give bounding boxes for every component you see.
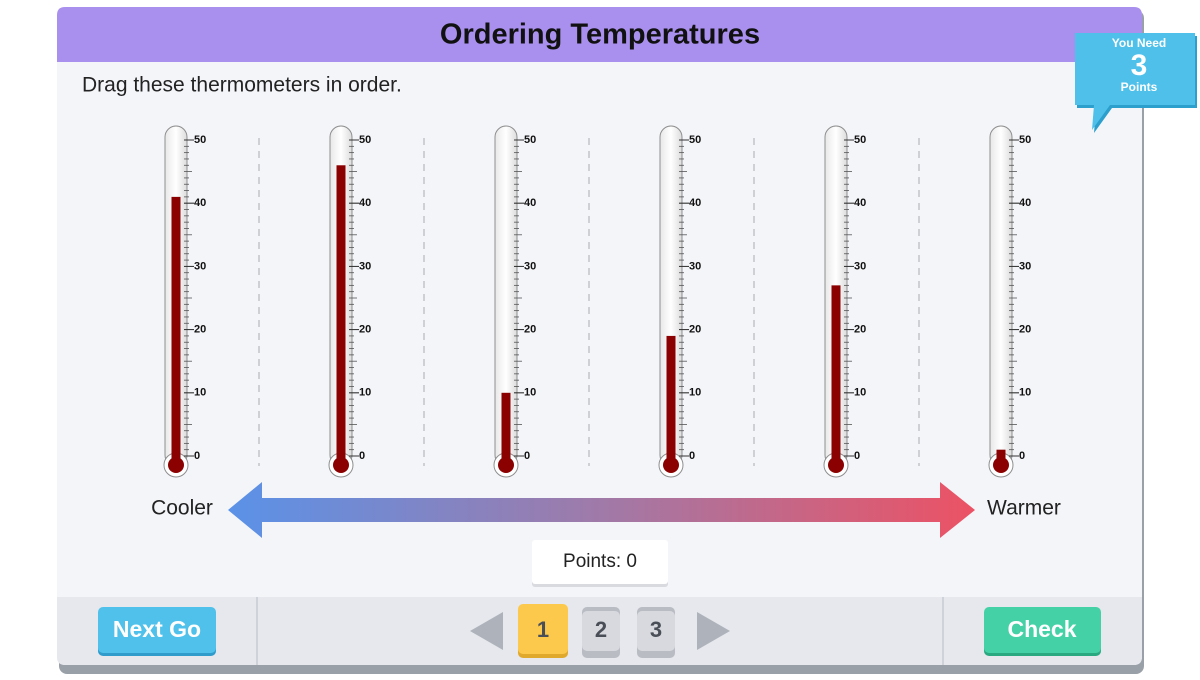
tick-label: 50 (524, 134, 536, 146)
mercury (336, 165, 346, 466)
badge-number: 3 (1131, 49, 1148, 82)
page-label[interactable]: 1 (537, 617, 549, 642)
page-face[interactable] (518, 604, 568, 654)
temperature-arrow (228, 482, 975, 538)
tick-label: 20 (524, 324, 536, 336)
thermometer[interactable]: 0 10 20 30 40 50 (658, 125, 701, 478)
button-face[interactable] (98, 607, 216, 653)
thermometers: 0 10 20 30 40 50 0 10 20 30 40 50 0 10 20 30 40 50 0 10 20 30… (163, 125, 1031, 478)
tick-label: 20 (689, 324, 701, 336)
thermometer[interactable]: 0 10 20 30 40 50 (328, 125, 371, 478)
tick-label: 0 (854, 450, 860, 462)
thermometer[interactable]: 0 10 20 30 40 50 (493, 125, 536, 478)
tick-label: 30 (689, 260, 701, 272)
cooler-label: Cooler (151, 497, 213, 520)
points-label: Points: 0 (563, 551, 637, 572)
tick-label: 0 (194, 450, 200, 462)
bulb (828, 457, 844, 473)
badge-shape (1075, 33, 1195, 130)
mercury (171, 196, 181, 466)
tick-label: 50 (359, 134, 371, 146)
tick-label: 10 (359, 387, 371, 399)
tick-label: 10 (854, 387, 866, 399)
bulb (993, 457, 1009, 473)
button-label[interactable]: Next Go (113, 616, 201, 642)
tick-label: 0 (524, 450, 530, 462)
instruction: Drag these thermometers in order. (82, 74, 402, 97)
next-arrow[interactable] (697, 612, 730, 650)
tube (989, 125, 1013, 467)
tick-label: 30 (194, 260, 206, 272)
page-button[interactable]: 3 (637, 607, 675, 658)
button-label[interactable]: Check (1007, 616, 1076, 642)
points-box (532, 540, 668, 584)
mercury (666, 335, 676, 466)
mercury (831, 285, 841, 466)
thermometer[interactable]: 0 10 20 30 40 50 (163, 125, 206, 478)
mercury (501, 392, 511, 466)
tick-label: 40 (689, 197, 701, 209)
badge-bottom: Points (1121, 80, 1158, 94)
tick-label: 30 (359, 260, 371, 272)
page-button[interactable]: 2 (582, 607, 620, 658)
page-face[interactable] (637, 611, 675, 651)
tick-label: 10 (194, 387, 206, 399)
warmer-label: Warmer (987, 497, 1061, 520)
tick-label: 0 (689, 450, 695, 462)
prev-arrow[interactable] (470, 612, 503, 650)
tick-label: 10 (524, 387, 536, 399)
bulb (333, 457, 349, 473)
tick-label: 50 (689, 134, 701, 146)
tick-label: 40 (359, 197, 371, 209)
tick-label: 40 (1019, 197, 1031, 209)
bulb (498, 457, 514, 473)
button-face[interactable] (984, 607, 1101, 653)
page-button[interactable]: 1 (518, 604, 568, 658)
thermometer[interactable]: 0 10 20 30 40 50 (988, 125, 1031, 478)
badge: You Need 3 Points (1075, 33, 1197, 133)
tick-label: 10 (689, 387, 701, 399)
tick-label: 0 (359, 450, 365, 462)
page-buttons: 1 2 3 (518, 604, 675, 658)
tick-label: 10 (1019, 387, 1031, 399)
tick-label: 30 (524, 260, 536, 272)
tick-label: 30 (1019, 260, 1031, 272)
tick-label: 20 (1019, 324, 1031, 336)
tick-label: 20 (359, 324, 371, 336)
tick-label: 50 (1019, 134, 1031, 146)
bulb (663, 457, 679, 473)
tick-label: 0 (1019, 450, 1025, 462)
check-button[interactable]: Check (984, 607, 1101, 656)
tick-label: 20 (854, 324, 866, 336)
badge-top: You Need (1112, 36, 1166, 50)
tick-label: 50 (854, 134, 866, 146)
tick-label: 40 (854, 197, 866, 209)
header-bar (57, 7, 1142, 62)
next-go-button[interactable]: Next Go (98, 607, 216, 656)
tick-label: 40 (524, 197, 536, 209)
page-label[interactable]: 2 (595, 617, 607, 642)
page-label[interactable]: 3 (650, 617, 662, 642)
bulb (168, 457, 184, 473)
page-face[interactable] (582, 611, 620, 651)
tick-label: 40 (194, 197, 206, 209)
tick-label: 50 (194, 134, 206, 146)
thermometer[interactable]: 0 10 20 30 40 50 (823, 125, 866, 478)
tick-label: 30 (854, 260, 866, 272)
tick-label: 20 (194, 324, 206, 336)
title: Ordering Temperatures (440, 19, 760, 51)
